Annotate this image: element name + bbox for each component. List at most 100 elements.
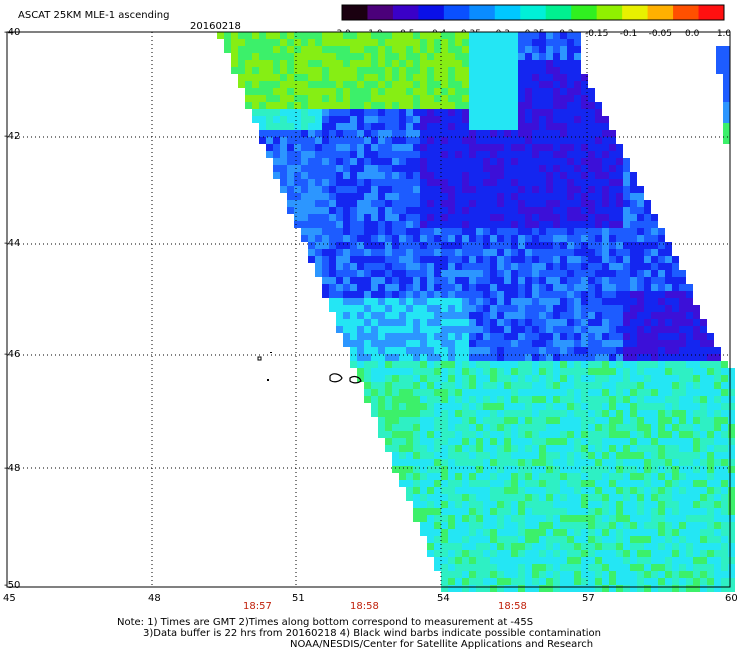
swath-cell xyxy=(364,88,371,95)
swath-cell xyxy=(716,67,723,74)
swath-cell xyxy=(406,340,413,347)
swath-cell xyxy=(399,179,406,186)
swath-cell xyxy=(721,417,728,424)
swath-cell xyxy=(525,137,532,144)
color-scale-swatch xyxy=(469,5,496,20)
swath-cell xyxy=(504,557,511,564)
swath-cell xyxy=(287,109,294,116)
swath-cell xyxy=(273,32,280,39)
swath-cell xyxy=(308,249,315,256)
swath-cell xyxy=(385,95,392,102)
swath-cell xyxy=(602,396,609,403)
swath-cell xyxy=(588,382,595,389)
swath-cell xyxy=(693,354,700,361)
swath-cell xyxy=(378,144,385,151)
swath-cell xyxy=(714,396,721,403)
swath-cell xyxy=(434,326,441,333)
swath-cell xyxy=(476,46,483,53)
swath-cell xyxy=(707,424,714,431)
swath-cell xyxy=(679,515,686,522)
swath-cell xyxy=(350,319,357,326)
swath-cell xyxy=(616,480,623,487)
swath-cell xyxy=(672,431,679,438)
swath-cell xyxy=(588,480,595,487)
swath-cell xyxy=(448,179,455,186)
swath-cell xyxy=(476,578,483,585)
swath-cell xyxy=(420,207,427,214)
swath-cell xyxy=(441,557,448,564)
swath-cell xyxy=(364,165,371,172)
swath-cell xyxy=(574,123,581,130)
swath-cell xyxy=(651,221,658,228)
swath-cell xyxy=(455,473,462,480)
swath-cell xyxy=(462,382,469,389)
swath-cell xyxy=(672,396,679,403)
swath-cell xyxy=(574,235,581,242)
swath-cell xyxy=(462,557,469,564)
swath-cell xyxy=(546,88,553,95)
swath-cell xyxy=(532,578,539,585)
color-scale-swatch xyxy=(342,5,368,20)
swath-cell xyxy=(518,137,525,144)
swath-cell xyxy=(343,242,350,249)
swath-cell xyxy=(392,340,399,347)
swath-cell xyxy=(483,39,490,46)
swath-cell xyxy=(581,536,588,543)
swath-cell xyxy=(448,326,455,333)
swath-cell xyxy=(350,151,357,158)
swath-cell xyxy=(658,277,665,284)
swath-cell xyxy=(728,501,735,508)
swath-cell xyxy=(644,417,651,424)
swath-cell xyxy=(336,39,343,46)
swath-cell xyxy=(266,32,273,39)
swath-cell xyxy=(560,403,567,410)
swath-cell xyxy=(427,158,434,165)
swath-cell xyxy=(553,501,560,508)
swath-cell xyxy=(378,256,385,263)
swath-cell xyxy=(490,235,497,242)
swath-cell xyxy=(553,53,560,60)
swath-cell xyxy=(483,368,490,375)
swath-cell xyxy=(630,305,637,312)
swath-cell xyxy=(469,550,476,557)
swath-cell xyxy=(637,459,644,466)
swath-cell xyxy=(413,207,420,214)
swath-cell xyxy=(623,487,630,494)
swath-cell xyxy=(406,389,413,396)
swath-cell xyxy=(434,116,441,123)
swath-cell xyxy=(707,333,714,340)
swath-cell xyxy=(392,88,399,95)
swath-cell xyxy=(546,312,553,319)
swath-cell xyxy=(483,60,490,67)
swath-cell xyxy=(329,179,336,186)
swath-cell xyxy=(413,228,420,235)
swath-cell xyxy=(497,123,504,130)
swath-cell xyxy=(357,53,364,60)
swath-cell xyxy=(497,487,504,494)
swath-cell xyxy=(350,60,357,67)
swath-cell xyxy=(567,431,574,438)
swath-cell xyxy=(413,137,420,144)
swath-cell xyxy=(490,214,497,221)
swath-cell xyxy=(399,298,406,305)
swath-cell xyxy=(413,263,420,270)
swath-cell xyxy=(630,550,637,557)
swath-cell xyxy=(637,354,644,361)
swath-cell xyxy=(469,95,476,102)
swath-cell xyxy=(448,403,455,410)
swath-cell xyxy=(504,81,511,88)
swath-cell xyxy=(532,312,539,319)
swath-cell xyxy=(350,81,357,88)
swath-cell xyxy=(574,312,581,319)
swath-cell xyxy=(371,130,378,137)
swath-cell xyxy=(448,263,455,270)
swath-cell xyxy=(609,515,616,522)
swath-cell xyxy=(294,53,301,60)
swath-cell xyxy=(406,291,413,298)
swath-cell xyxy=(553,536,560,543)
swath-cell xyxy=(399,242,406,249)
swath-cell xyxy=(462,403,469,410)
swath-cell xyxy=(469,144,476,151)
swath-cell xyxy=(371,340,378,347)
swath-cell xyxy=(595,382,602,389)
